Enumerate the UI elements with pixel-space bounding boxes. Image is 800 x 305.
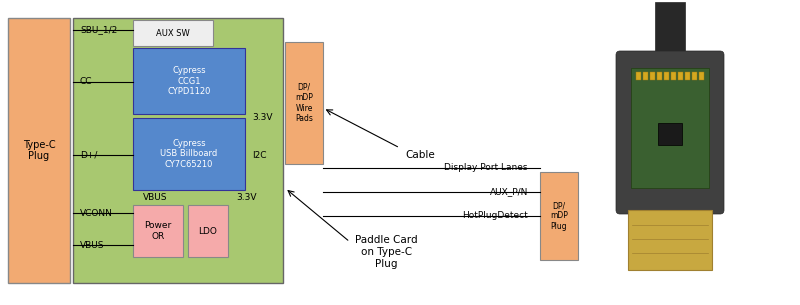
Bar bbox=[540, 172, 578, 260]
Bar bbox=[685, 72, 690, 80]
Bar bbox=[133, 48, 245, 114]
Bar bbox=[133, 118, 245, 190]
FancyBboxPatch shape bbox=[616, 51, 724, 214]
Bar bbox=[692, 72, 697, 80]
Text: Power
OR: Power OR bbox=[144, 221, 172, 241]
Text: HotPlugDetect: HotPlugDetect bbox=[462, 211, 528, 221]
Text: DP/
mDP
Wire
Pads: DP/ mDP Wire Pads bbox=[295, 83, 313, 123]
Text: Cypress
USB Billboard
CY7C65210: Cypress USB Billboard CY7C65210 bbox=[160, 139, 218, 169]
Bar bbox=[671, 72, 676, 80]
Bar bbox=[8, 18, 70, 283]
Bar bbox=[636, 72, 641, 80]
Text: 3.3V: 3.3V bbox=[252, 113, 273, 121]
Bar bbox=[655, 2, 685, 57]
Bar bbox=[188, 205, 228, 257]
Text: 3.3V: 3.3V bbox=[236, 193, 257, 203]
Text: AUX_P/N: AUX_P/N bbox=[490, 188, 528, 196]
Bar bbox=[133, 20, 213, 46]
Text: AUX SW: AUX SW bbox=[156, 28, 190, 38]
Bar bbox=[133, 205, 183, 257]
Bar bbox=[658, 123, 682, 145]
Text: DP/
mDP
Plug: DP/ mDP Plug bbox=[550, 201, 568, 231]
Text: Cable: Cable bbox=[405, 150, 434, 160]
Text: Display Port Lanes: Display Port Lanes bbox=[445, 163, 528, 173]
Bar bbox=[678, 72, 683, 80]
Text: LDO: LDO bbox=[198, 227, 218, 235]
Text: Cypress
CCG1
CYPD1120: Cypress CCG1 CYPD1120 bbox=[167, 66, 210, 96]
Text: SBU_1/2: SBU_1/2 bbox=[80, 26, 118, 34]
Bar bbox=[699, 72, 704, 80]
Text: VBUS: VBUS bbox=[142, 193, 167, 203]
Bar bbox=[664, 72, 669, 80]
Bar bbox=[631, 68, 709, 188]
Bar bbox=[73, 18, 283, 283]
Bar bbox=[628, 210, 712, 270]
Text: D+/-: D+/- bbox=[80, 150, 101, 160]
Bar bbox=[650, 72, 655, 80]
Text: Type-C
Plug: Type-C Plug bbox=[22, 140, 55, 161]
Bar bbox=[643, 72, 648, 80]
Text: VCONN: VCONN bbox=[80, 209, 113, 217]
Text: I2C: I2C bbox=[252, 150, 266, 160]
Bar bbox=[285, 42, 323, 164]
Text: CC: CC bbox=[80, 77, 93, 87]
Text: VBUS: VBUS bbox=[80, 241, 105, 249]
Text: Paddle Card
on Type-C
Plug: Paddle Card on Type-C Plug bbox=[355, 235, 418, 269]
Bar bbox=[657, 72, 662, 80]
